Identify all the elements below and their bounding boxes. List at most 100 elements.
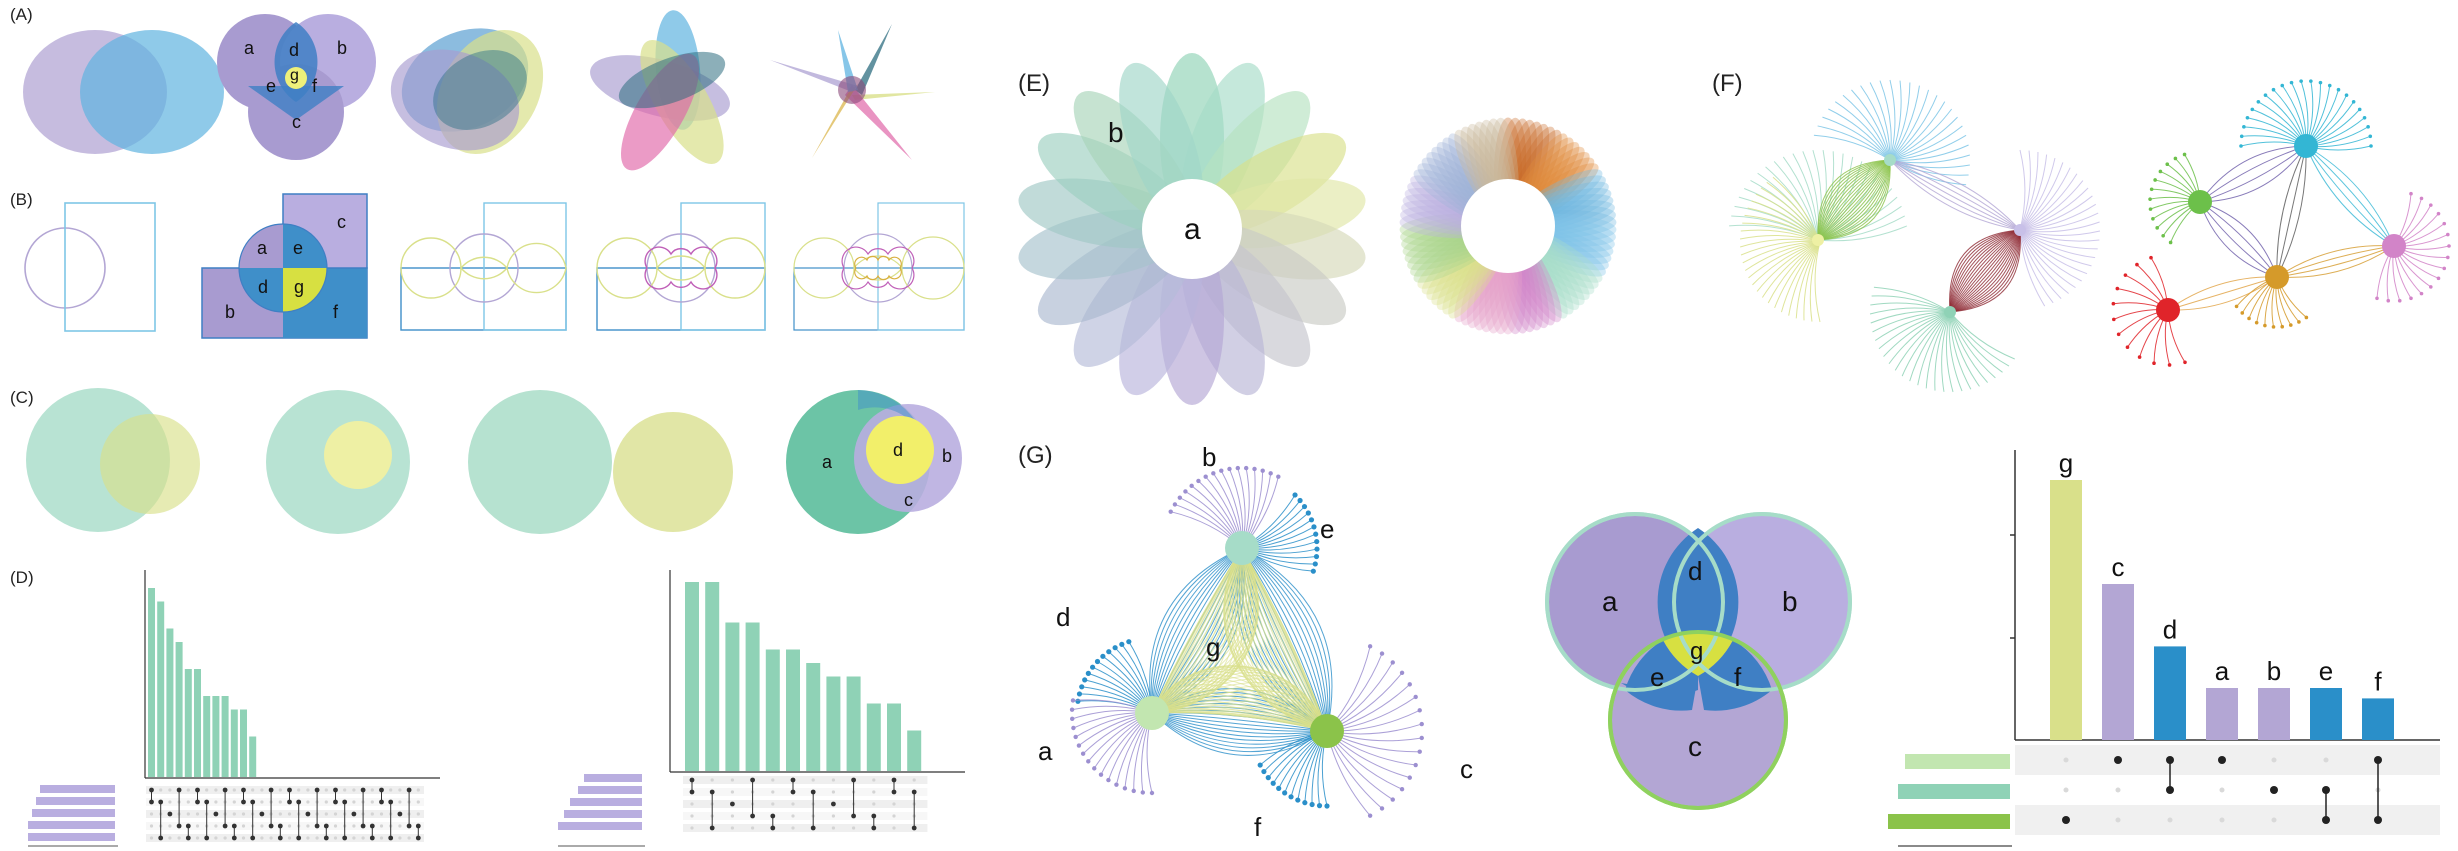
- matrix-row: [683, 800, 928, 808]
- network-leaf: [2344, 93, 2349, 97]
- upset-bar: [765, 649, 780, 771]
- network-edge: [1151, 547, 1243, 714]
- matrix-dot: [730, 826, 735, 830]
- network-edge: [1949, 311, 1989, 383]
- g-net-label-b: b: [1202, 442, 1216, 472]
- network-leaf: [1417, 708, 1422, 713]
- network-edge: [1817, 159, 1891, 241]
- matrix-dot: [260, 788, 264, 792]
- matrix-row: [146, 810, 424, 818]
- matrix-dot: [305, 811, 311, 817]
- matrix-dot: [352, 836, 356, 840]
- network-edge: [1925, 311, 1951, 389]
- network-edge: [1780, 241, 1821, 313]
- network-leaf: [1227, 466, 1232, 472]
- matrix-dot: [690, 826, 694, 830]
- network-node: [1812, 234, 1824, 246]
- network-leaf: [2115, 286, 2120, 291]
- network-leaf: [2242, 125, 2246, 129]
- network-edge: [1241, 547, 1328, 732]
- upset-bar: [240, 709, 247, 777]
- matrix-dot: [730, 790, 735, 794]
- matrix-dot: [407, 836, 411, 840]
- network-edge: [2199, 201, 2278, 278]
- network-leaf: [1260, 468, 1265, 473]
- matrix-dot: [831, 790, 836, 794]
- network-leaf: [1114, 782, 1119, 787]
- network-leaf: [1282, 790, 1288, 796]
- network-edge: [1949, 229, 2021, 313]
- matrix-row: [683, 788, 928, 796]
- network-edge: [1949, 229, 2021, 313]
- venn-3-labeled: a b c d e f g: [217, 14, 376, 160]
- network-edge: [1834, 101, 1891, 161]
- network-edge: [1752, 241, 1821, 286]
- network-edge: [2019, 173, 2078, 231]
- label-c: c: [292, 112, 301, 132]
- network-hub-b: [1225, 531, 1259, 565]
- network-edge: [1817, 159, 1891, 241]
- network-leaf: [2445, 232, 2450, 237]
- matrix-dot: [771, 778, 775, 782]
- euler-disjoint: [468, 390, 733, 534]
- matrix-dot: [352, 800, 356, 804]
- network-leaf: [1324, 803, 1330, 809]
- upset-bar-label-a: a: [2215, 656, 2230, 686]
- membership-matrix: [2062, 756, 2382, 824]
- matrix-dot: [398, 824, 402, 828]
- network-leaf: [2409, 296, 2413, 301]
- g-venn-label-g: g: [1690, 638, 1703, 665]
- matrix-dot: [214, 800, 218, 804]
- network-leaf: [2239, 134, 2244, 139]
- network-edge: [1949, 229, 2021, 313]
- matrix-dot: [352, 788, 356, 792]
- network-edge: [2019, 212, 2099, 231]
- network-edge: [1817, 225, 1908, 242]
- network-edge: [2276, 245, 2395, 278]
- network-leaf: [1367, 813, 1373, 818]
- matrix-dot: [730, 814, 735, 818]
- network-edge: [2199, 145, 2307, 203]
- network-edge: [1817, 159, 1891, 241]
- upset-bar: [175, 642, 183, 777]
- network-leaf: [1311, 524, 1317, 530]
- network-leaf: [2256, 99, 2261, 104]
- matrix-dot: [710, 778, 714, 782]
- matrix-dot: [852, 826, 856, 830]
- matrix-dot: [398, 800, 402, 804]
- matrix-dot: [791, 814, 795, 818]
- network-leaf: [2351, 99, 2356, 104]
- network-edge: [1889, 159, 2021, 231]
- matrix-dot: [730, 801, 735, 807]
- network-edge: [1817, 159, 1891, 241]
- matrix-dot: [791, 826, 795, 830]
- network-edge: [1817, 159, 1891, 241]
- network-leaf: [1092, 766, 1097, 771]
- network-leaf: [1297, 497, 1303, 504]
- label-a: a: [257, 238, 268, 258]
- network-edge: [1151, 712, 1328, 756]
- network-edge: [2199, 145, 2307, 203]
- network-leaf: [1177, 495, 1183, 500]
- upset-bar: [249, 736, 257, 777]
- panel-label-a: (A): [10, 5, 33, 24]
- matrix-dot: [2271, 817, 2277, 823]
- venn-2-ellipse: [23, 30, 224, 154]
- network-leaf: [1183, 489, 1188, 494]
- network-edge: [1949, 229, 2021, 313]
- network-edge: [1949, 229, 2021, 313]
- matrix-dot: [2219, 787, 2225, 793]
- network-leaf: [2445, 255, 2450, 260]
- network-edge: [1817, 159, 1891, 241]
- matrix-dot: [892, 814, 896, 818]
- network-edge: [1879, 80, 1892, 161]
- network-edge: [1889, 101, 1946, 161]
- network-edge: [1817, 159, 1891, 241]
- network-leaf: [1203, 474, 1208, 479]
- matrix-dot: [186, 788, 190, 792]
- panel-d: [28, 570, 965, 847]
- upset-bar: [705, 582, 720, 771]
- upset-plot-2: [558, 570, 965, 847]
- matrix-dot: [2323, 757, 2329, 763]
- network-edge: [2019, 229, 2098, 250]
